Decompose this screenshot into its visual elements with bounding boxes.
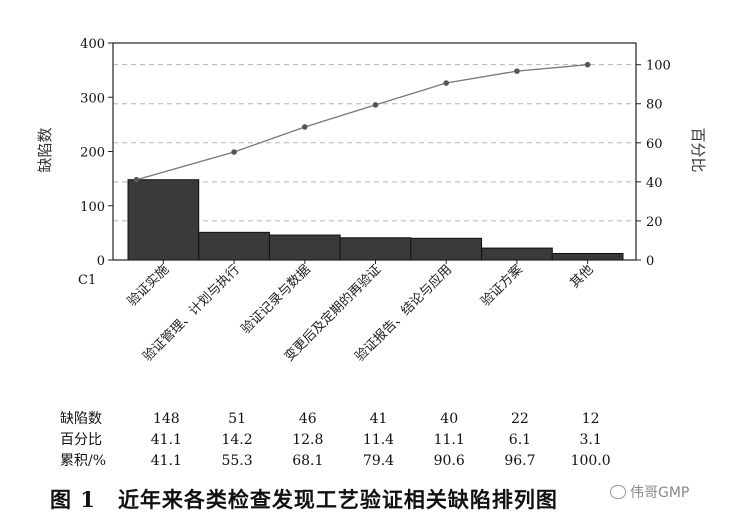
right-tick-label: 60 (646, 137, 663, 152)
table-cell: 14.2 (221, 432, 252, 448)
category-label: 其他 (567, 262, 596, 291)
table-cell: 90.6 (434, 453, 465, 469)
table-cell: 40 (440, 411, 458, 427)
left-tick-label: 0 (97, 254, 105, 269)
cumulative-line-group (133, 61, 591, 183)
table-row-label: 百分比 (60, 432, 102, 448)
table-cell: 79.4 (363, 453, 394, 469)
cumulative-point (133, 176, 140, 183)
left-tick-label: 400 (80, 37, 105, 52)
left-axis-ticks: 0 100 200 300 400 (80, 37, 113, 269)
right-tick-label: 100 (646, 59, 671, 74)
right-tick-label: 0 (646, 254, 654, 269)
table-cell: 51 (228, 411, 246, 427)
bar (551, 252, 624, 261)
table-cell: 11.4 (363, 432, 394, 448)
table-cell: 96.7 (504, 453, 535, 469)
axis-corner-label: C1 (78, 273, 96, 288)
right-tick-label: 20 (646, 215, 663, 230)
right-tick-label: 40 (646, 176, 663, 191)
category-labels: 验证实施验证管理、计划与执行验证记录与数据变更后及定期的再验证验证报告、结论与应… (124, 260, 596, 365)
figure-number: 图 1 (50, 487, 96, 512)
table-cell: 55.3 (221, 453, 252, 469)
right-tick-label: 80 (646, 98, 663, 113)
left-tick-label: 100 (80, 200, 105, 215)
bars-group (127, 179, 624, 261)
category-label: 验证记录与数据 (238, 262, 314, 338)
bar (410, 237, 483, 261)
cumulative-point (301, 124, 308, 130)
table-cell: 12.8 (292, 432, 323, 448)
left-tick-label: 200 (80, 146, 105, 161)
table-cell: 148 (153, 411, 180, 427)
table-cell: 41.1 (151, 432, 182, 448)
bar (268, 234, 341, 261)
left-tick-label: 300 (80, 91, 105, 106)
table-row-label: 累积/% (60, 453, 106, 469)
pareto-chart: 0 100 200 300 400 0 20 40 60 80 100 验证实施验证管理、计划与执… (36, 37, 707, 469)
bar (127, 179, 200, 261)
bar (198, 231, 270, 261)
cumulative-point (372, 102, 379, 108)
wechat-icon (610, 485, 626, 499)
table-cell: 68.1 (292, 453, 323, 469)
table-cell: 41 (370, 411, 388, 427)
table-cell: 3.1 (580, 432, 602, 448)
bar (339, 237, 412, 261)
table-row-label: 缺陷数 (60, 411, 102, 427)
left-axis-title: 缺陷数 (36, 127, 54, 172)
cumulative-point (584, 61, 591, 68)
bar (481, 247, 553, 261)
cumulative-point (514, 68, 520, 74)
right-axis-ticks: 0 20 40 60 80 100 (636, 59, 671, 269)
data-table: 缺陷数 148 51 46 41 40 22 12 百分比 41.1 14.2 12.8 11.4 11.… (60, 411, 611, 469)
table-cell: 46 (299, 411, 317, 427)
category-label: 验证实施 (124, 262, 172, 310)
cumulative-point (231, 149, 237, 155)
table-cell: 6.1 (509, 432, 531, 448)
table-cell: 41.1 (151, 453, 182, 469)
table-cell: 11.1 (434, 432, 465, 448)
cumulative-line (136, 64, 588, 181)
table-cell: 12 (582, 411, 600, 427)
watermark-text: 伟哥GMP (630, 485, 690, 501)
figure-title: 近年来各类检查发现工艺验证相关缺陷排列图 (117, 487, 558, 512)
figure-caption: 图 1 近年来各类检查发现工艺验证相关缺陷排列图 (50, 484, 558, 514)
right-axis-title: 百分比 (689, 127, 707, 172)
watermark: 伟哥GMP (610, 482, 689, 502)
table-cell: 100.0 (571, 453, 611, 469)
table-cell: 22 (511, 411, 529, 427)
cumulative-point (443, 80, 450, 86)
category-label: 验证方案 (478, 262, 526, 310)
